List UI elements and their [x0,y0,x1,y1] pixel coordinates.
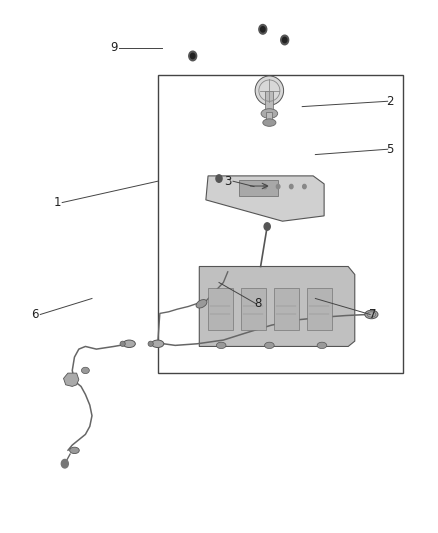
Circle shape [276,184,280,189]
Ellipse shape [70,447,79,454]
Circle shape [189,51,197,61]
Bar [158,75,403,373]
Polygon shape [64,373,79,386]
Bar [265,91,273,112]
Circle shape [264,223,270,230]
Ellipse shape [261,109,278,118]
Circle shape [261,27,265,32]
Circle shape [290,184,293,189]
Circle shape [216,175,222,182]
Bar [274,288,299,330]
Ellipse shape [81,367,89,374]
Text: 9: 9 [110,42,118,54]
Text: 2: 2 [386,95,394,108]
Text: 3: 3 [224,175,231,188]
Ellipse shape [365,310,378,319]
Text: 7: 7 [368,308,376,321]
Ellipse shape [196,300,207,308]
Text: 8: 8 [255,297,262,310]
Bar [241,288,266,330]
Ellipse shape [255,76,284,106]
Text: 5: 5 [386,143,393,156]
Ellipse shape [265,342,274,349]
Ellipse shape [123,340,135,348]
Circle shape [191,53,195,59]
Circle shape [263,184,267,189]
Bar [239,180,278,196]
Ellipse shape [263,119,276,126]
Ellipse shape [148,341,153,346]
Circle shape [259,25,267,34]
Bar [208,288,233,330]
Text: 6: 6 [31,308,39,321]
Ellipse shape [120,341,125,346]
Ellipse shape [317,342,327,349]
Ellipse shape [216,342,226,349]
Ellipse shape [152,340,164,348]
Circle shape [281,35,289,45]
Circle shape [61,459,68,468]
Polygon shape [199,266,355,346]
Bar [266,112,272,123]
Text: 1: 1 [53,196,61,209]
Circle shape [303,184,306,189]
Circle shape [283,37,287,43]
Bar [307,288,332,330]
Polygon shape [206,176,324,221]
